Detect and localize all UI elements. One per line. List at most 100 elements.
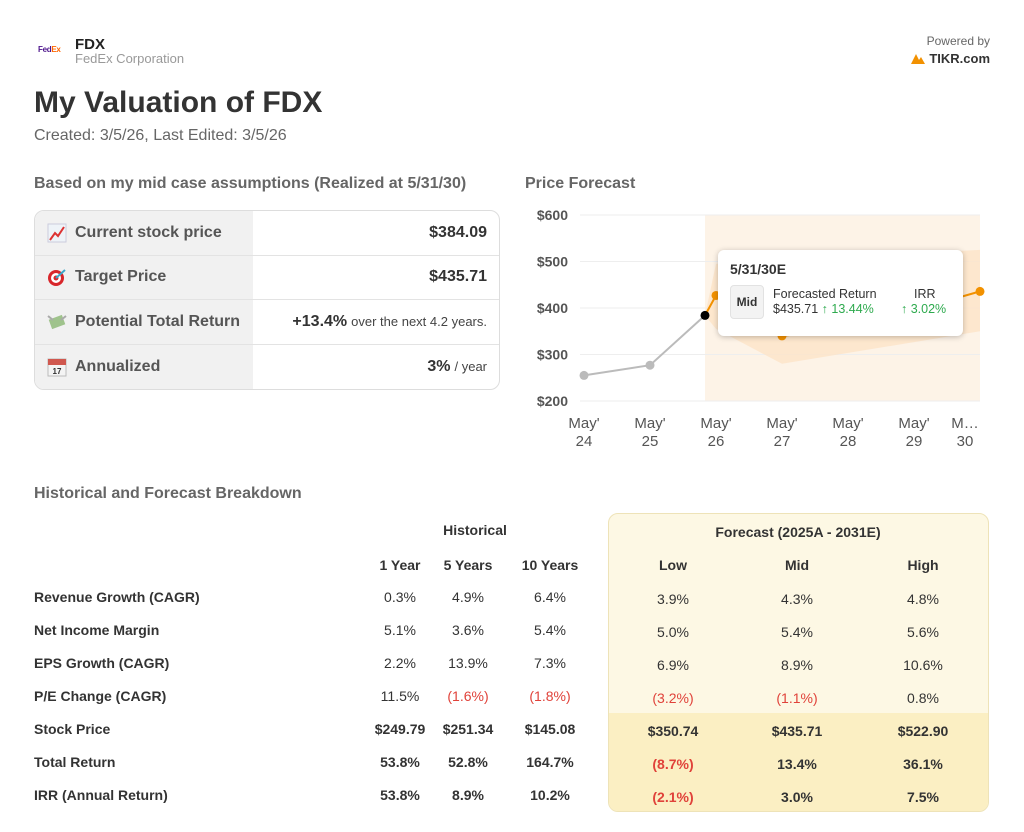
table-cell: 10.2% <box>530 787 570 803</box>
x-tick-label: 27 <box>774 433 791 450</box>
historical-header: Historical <box>443 522 507 538</box>
x-tick-label: May' <box>898 415 929 432</box>
tooltip-return: ↑ 13.44% <box>821 302 874 316</box>
table-cell: (1.1%) <box>776 690 818 706</box>
table-cell: 0.8% <box>907 690 939 706</box>
table-cell: 13.4% <box>777 756 817 772</box>
y-tick-label: $300 <box>537 347 568 363</box>
tooltip-return-label: Forecasted Return <box>773 287 877 301</box>
table-cell: 7.3% <box>534 655 566 671</box>
x-tick-label: 28 <box>840 433 857 450</box>
created-meta: Created: 3/5/26, Last Edited: 3/5/26 <box>34 127 287 144</box>
summary-value: $384.09 <box>429 223 487 241</box>
summary-value: $435.71 <box>429 268 487 286</box>
page-title: My Valuation of FDX <box>34 86 323 119</box>
y-tick-label: $400 <box>537 300 568 316</box>
table-cell: 3.0% <box>781 789 813 805</box>
summary-label: Target Price <box>75 268 167 286</box>
ticker: FDX <box>75 36 105 53</box>
summary-row: 17 Annualized 3% / year <box>35 344 499 389</box>
target-icon <box>48 269 66 287</box>
table-cell: 10.6% <box>903 657 943 673</box>
column-header: 1 Year <box>379 557 421 573</box>
row-label: IRR (Annual Return) <box>34 787 168 803</box>
table-cell: 4.9% <box>452 589 484 605</box>
table-cell: (3.2%) <box>652 690 694 706</box>
table-cell: 5.4% <box>781 624 813 640</box>
column-header: Mid <box>784 557 810 573</box>
svg-text:17: 17 <box>53 367 62 376</box>
historical-line <box>583 314 706 377</box>
summary-label: Potential Total Return <box>75 312 241 330</box>
forecast-highlight <box>609 713 988 811</box>
table-cell: 3.6% <box>452 622 484 638</box>
tooltip-price: $435.71 <box>773 302 819 316</box>
tikr-brand[interactable]: TIKR.com <box>911 51 990 66</box>
money-wings-icon <box>47 314 67 329</box>
summary-suffix: / year <box>454 359 487 375</box>
table-cell: 2.2% <box>384 655 416 671</box>
summary-row: Potential Total Return +13.4% over the nex… <box>35 300 499 345</box>
x-tick-label: May' <box>568 415 599 432</box>
x-tick-label: 30 <box>957 433 974 450</box>
row-label: Revenue Growth (CAGR) <box>34 589 200 605</box>
table-cell: 164.7% <box>526 754 574 770</box>
x-tick-label: May' <box>766 415 797 432</box>
table-cell: 5.4% <box>534 622 566 638</box>
table-cell: $522.90 <box>897 723 949 739</box>
summary-heading: Based on my mid case assumptions (Realiz… <box>34 175 467 192</box>
tooltip-date: 5/31/30E <box>730 261 787 277</box>
table-cell: 5.6% <box>907 624 939 640</box>
tooltip-irr-label: IRR <box>914 287 936 301</box>
summary-label: Current stock price <box>75 223 222 241</box>
table-cell: 52.8% <box>448 754 488 770</box>
tooltip-case-badge: Mid <box>730 285 764 319</box>
tooltip-irr: ↑ 3.02% <box>901 302 947 316</box>
company-name: FedEx Corporation <box>75 51 185 66</box>
table-cell: (1.8%) <box>529 688 571 704</box>
column-header: High <box>907 557 939 573</box>
x-tick-label: 26 <box>708 433 725 450</box>
table-cell: 36.1% <box>903 756 943 772</box>
summary-suffix: over the next 4.2 years. <box>351 314 487 330</box>
y-tick-label: $600 <box>537 207 568 223</box>
summary-value: +13.4% <box>292 312 348 330</box>
table-cell: 0.3% <box>384 589 416 605</box>
x-tick-label: M… <box>951 415 979 432</box>
x-tick-label: May' <box>832 415 863 432</box>
x-tick-label: 25 <box>642 433 659 450</box>
table-cell: 4.3% <box>781 591 813 607</box>
row-label: P/E Change (CAGR) <box>34 688 167 704</box>
chart-increasing-icon <box>47 223 67 243</box>
table-cell: 11.5% <box>380 688 420 704</box>
y-tick-label: $200 <box>537 393 568 409</box>
table-cell: 5.1% <box>384 622 416 638</box>
table-cell: (8.7%) <box>652 756 694 772</box>
tikr-label: TIKR.com <box>929 51 990 66</box>
table-cell: 7.5% <box>907 789 939 805</box>
chart-title: Price Forecast <box>525 175 636 192</box>
breakdown-heading: Historical and Forecast Breakdown <box>34 485 302 502</box>
table-cell: (2.1%) <box>652 789 694 805</box>
row-label: Total Return <box>34 754 116 770</box>
table-cell: $435.71 <box>771 723 823 739</box>
table-cell: 4.8% <box>907 591 939 607</box>
calendar-icon: 17 <box>47 358 67 377</box>
chart-tooltip: 5/31/30E Mid Forecasted Return $435.71 ↑… <box>718 250 963 336</box>
x-tick-label: 24 <box>576 433 593 450</box>
table-cell: 13.9% <box>448 655 488 671</box>
table-cell: 8.9% <box>452 787 484 803</box>
table-cell: (1.6%) <box>447 688 489 704</box>
table-cell: 53.8% <box>380 754 420 770</box>
summary-row: Target Price $435.71 <box>35 255 499 300</box>
row-label: Net Income Margin <box>34 622 160 638</box>
forecast-point <box>975 286 985 296</box>
y-tick-label: $500 <box>537 254 568 270</box>
summary-value: 3% <box>427 357 451 375</box>
table-cell: $251.34 <box>442 721 494 737</box>
tikr-logo-icon <box>911 54 926 64</box>
current-price-point <box>700 310 710 320</box>
column-header: 10 Years <box>521 557 579 573</box>
forecast-header: Forecast (2025A - 2031E) <box>715 524 881 540</box>
table-cell: 8.9% <box>781 657 813 673</box>
